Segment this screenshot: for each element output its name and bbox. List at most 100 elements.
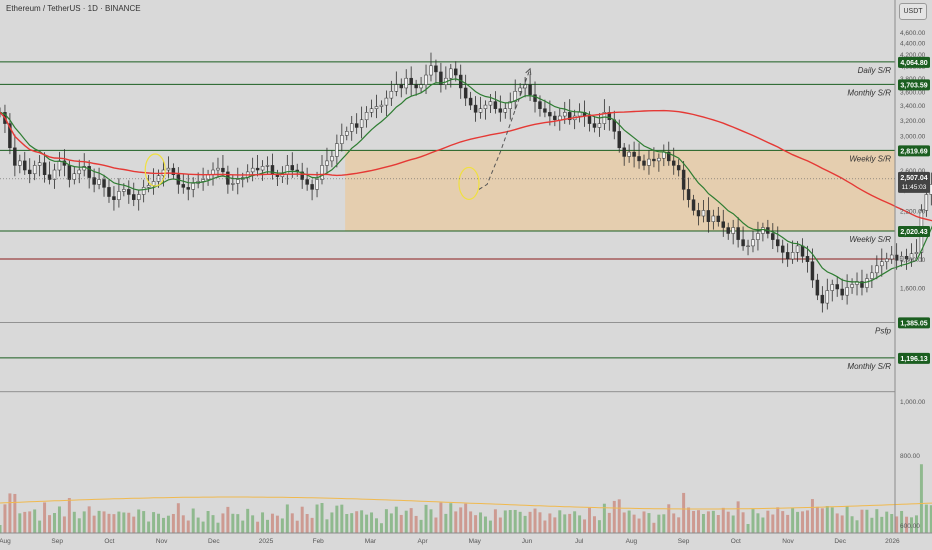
candle-body xyxy=(587,115,592,124)
volume-bar xyxy=(845,506,849,533)
volume-bar xyxy=(181,515,185,533)
candle-body xyxy=(637,156,641,162)
highlight-circle xyxy=(458,166,480,201)
candle-body xyxy=(454,68,458,76)
volume-bar xyxy=(72,511,76,533)
volume-bar xyxy=(880,516,884,533)
candle-body xyxy=(508,101,512,109)
volume-bar xyxy=(632,514,636,533)
time-axis-tick: 2026 xyxy=(885,538,900,545)
candle-body xyxy=(493,101,498,109)
volume-bar xyxy=(429,509,433,533)
candle-body xyxy=(746,245,750,247)
volume-bar xyxy=(672,513,676,533)
volume-bar xyxy=(107,513,111,533)
volume-bar xyxy=(548,513,552,533)
volume-bar xyxy=(409,508,413,533)
volume-bar xyxy=(43,502,47,533)
volume-bar xyxy=(404,510,408,533)
candle-body xyxy=(662,151,666,159)
candle-body xyxy=(924,194,929,211)
candle-body xyxy=(87,166,91,178)
level-price-tag xyxy=(898,317,930,329)
volume-bar xyxy=(820,508,824,533)
volume-bar xyxy=(310,517,314,533)
candle-body xyxy=(850,284,854,288)
volume-bar xyxy=(419,519,423,533)
candle-body xyxy=(771,233,775,240)
candle-body xyxy=(726,227,730,234)
candle-body xyxy=(563,112,567,117)
candle-body xyxy=(221,167,225,173)
candle-body xyxy=(548,112,552,117)
candle-body xyxy=(473,104,478,113)
volume-bar xyxy=(667,504,671,533)
candle-body xyxy=(47,174,52,180)
volume-bar xyxy=(340,504,344,533)
volume-bar xyxy=(746,524,750,533)
chart-header: Ethereum / TetherUS · 1D · BINANCE xyxy=(6,4,141,13)
candle-body xyxy=(270,165,275,175)
candle-body xyxy=(617,131,621,149)
volume-bar xyxy=(652,522,656,533)
candle-body xyxy=(290,165,295,171)
volume-bar xyxy=(483,516,487,533)
candle-body xyxy=(374,106,379,109)
volume-bar xyxy=(840,515,844,533)
volume-bar xyxy=(161,517,165,533)
candle-body xyxy=(488,101,493,106)
candle-body xyxy=(191,183,195,190)
volume-bar xyxy=(919,464,923,533)
volume-bar xyxy=(137,509,141,533)
candle-body xyxy=(112,196,116,200)
volume-bar xyxy=(914,515,918,533)
volume-bar xyxy=(3,504,7,533)
volume-bar xyxy=(414,515,418,533)
candle-body xyxy=(32,165,37,175)
candle-body xyxy=(379,104,384,107)
candle-body xyxy=(141,187,146,195)
candle-body xyxy=(340,135,344,144)
volume-bar xyxy=(776,507,780,533)
candle-body xyxy=(711,215,716,222)
candle-body xyxy=(260,166,265,171)
candle-body xyxy=(513,91,517,102)
candle-body xyxy=(845,287,849,296)
candle-body xyxy=(622,147,626,157)
time-axis-tick: May xyxy=(469,538,482,545)
level-label: Monthly S/R xyxy=(847,88,891,97)
currency-button[interactable]: USDT xyxy=(899,3,927,20)
price-axis-tick: 1,800.00 xyxy=(900,257,926,264)
level-label: Psfp xyxy=(875,326,892,335)
candle-body xyxy=(449,68,453,79)
candle-body xyxy=(354,123,359,128)
candle-body xyxy=(300,171,304,180)
volume-moving-average-line xyxy=(0,496,932,510)
volume-bar xyxy=(622,512,626,533)
candle-body xyxy=(706,210,711,222)
volume-bar xyxy=(929,505,932,533)
volume-bar xyxy=(731,515,735,533)
candle-body xyxy=(42,162,47,175)
volume-bar xyxy=(206,511,210,533)
volume-bar xyxy=(711,510,715,533)
time-axis-tick: Oct xyxy=(104,538,114,545)
volume-bar xyxy=(612,500,616,533)
candle-body xyxy=(558,115,562,121)
candle-body xyxy=(716,215,721,222)
volume-bar xyxy=(538,512,542,533)
volume-bar xyxy=(295,520,299,533)
candle-body xyxy=(790,252,795,260)
candle-body xyxy=(652,158,656,162)
volume-bar xyxy=(8,493,12,533)
volume-bar xyxy=(771,514,775,533)
volume-bar xyxy=(246,508,250,533)
candle-body xyxy=(776,239,780,247)
candle-body xyxy=(265,165,270,167)
candle-body xyxy=(369,108,374,113)
volume-bar xyxy=(176,503,180,533)
candle-body xyxy=(349,123,354,132)
volume-bar xyxy=(360,510,364,533)
volume-bar xyxy=(266,519,269,533)
